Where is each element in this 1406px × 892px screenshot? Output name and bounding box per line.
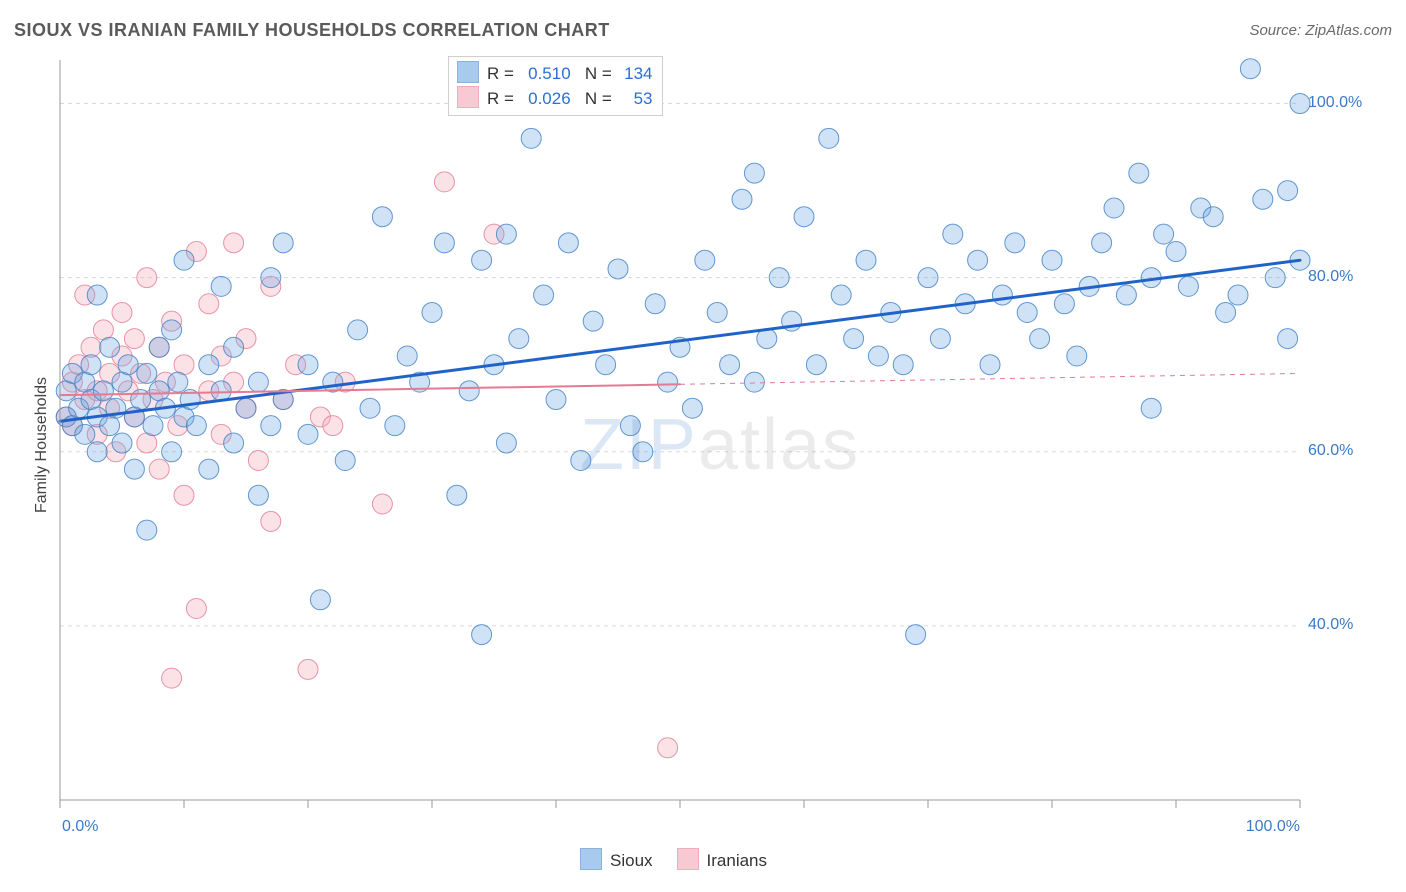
y-tick-label: 80.0%: [1308, 268, 1353, 286]
legend-swatch: [457, 61, 479, 83]
legend-item: Sioux: [580, 848, 653, 871]
y-tick-label: 60.0%: [1308, 442, 1353, 460]
series-legend: Sioux Iranians: [580, 848, 791, 871]
source-attribution: Source: ZipAtlas.com: [1249, 22, 1392, 39]
y-axis-label: Family Households: [33, 377, 51, 513]
y-tick-label: 100.0%: [1308, 94, 1362, 112]
x-tick-label: 100.0%: [1240, 818, 1300, 836]
correlation-stats-box: R = 0.510 N = 134R = 0.026 N = 53: [448, 56, 663, 116]
plot-area: Family Households ZIPatlas R = 0.510 N =…: [50, 50, 1390, 840]
legend-item: Iranians: [677, 848, 767, 871]
x-tick-label: 0.0%: [62, 818, 98, 836]
stats-row: R = 0.026 N = 53: [457, 86, 652, 111]
legend-swatch: [580, 848, 602, 870]
legend-label: Sioux: [610, 851, 653, 870]
legend-label: Iranians: [707, 851, 767, 870]
y-tick-label: 40.0%: [1308, 616, 1353, 634]
scatter-plot-svg: [50, 50, 1390, 840]
stats-row: R = 0.510 N = 134: [457, 61, 652, 86]
chart-title: SIOUX VS IRANIAN FAMILY HOUSEHOLDS CORRE…: [14, 20, 610, 41]
legend-swatch: [677, 848, 699, 870]
legend-swatch: [457, 86, 479, 108]
